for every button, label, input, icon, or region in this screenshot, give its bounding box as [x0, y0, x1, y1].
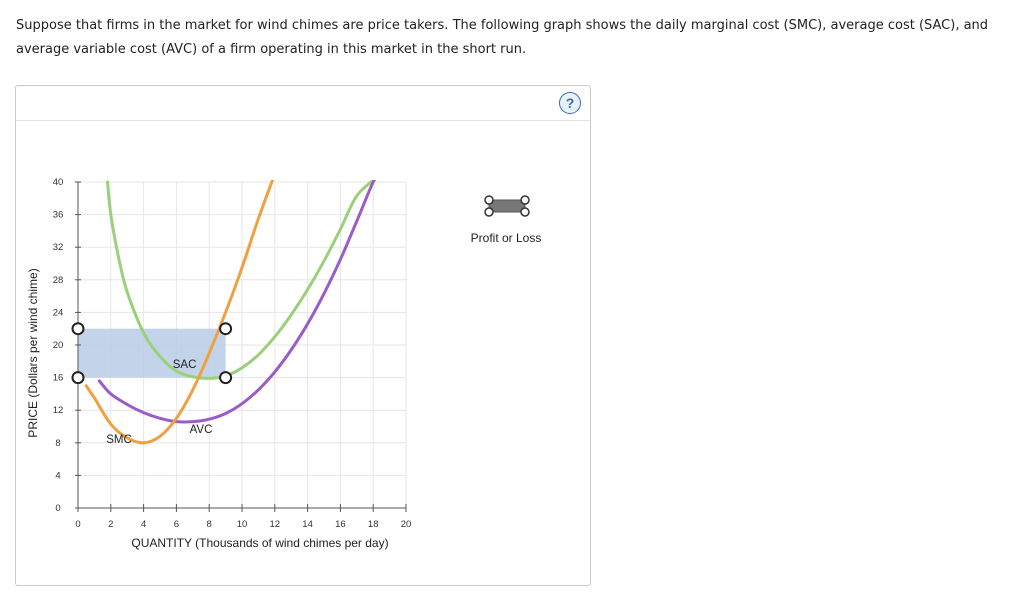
question-line-2: average variable cost (AVC) of a firm op…: [16, 42, 527, 57]
profit-loss-tool-icon[interactable]: [488, 199, 526, 213]
help-icon[interactable]: ?: [559, 92, 581, 114]
x-tick-label: 18: [368, 519, 379, 530]
y-tick-label: 32: [53, 242, 64, 253]
smc-label: SMC: [106, 434, 132, 446]
smc-curve: [84, 180, 275, 445]
graph-panel: ? 0 2 4 6 8 10 12 14 16 18 20 0 4 8 12 16 20 24 28 32 36 40 QU…: [15, 85, 591, 586]
y-tick-label: 12: [53, 405, 64, 416]
graph-panel-header: ?: [16, 86, 590, 121]
y-axis-title: PRICE (Dollars per wind chime): [26, 268, 40, 437]
x-tick-label: 14: [302, 519, 313, 530]
x-tick-label: 16: [335, 519, 346, 530]
x-tick-label: 2: [108, 519, 113, 530]
profit-or-loss-tool-label: Profit or Loss: [470, 231, 542, 245]
y-tick-label: 4: [55, 470, 60, 481]
y-tick-label: 8: [55, 438, 60, 449]
sac-label: SAC: [173, 359, 197, 371]
rectangle-handle[interactable]: [219, 322, 233, 336]
cost-curves-chart[interactable]: 0 2 4 6 8 10 12 14 16 18 200481216202428323640QUAN…: [16, 86, 592, 587]
x-tick-label: 0: [75, 519, 80, 530]
y-tick-label: 28: [53, 275, 64, 286]
y-tick-label: 0: [55, 503, 60, 514]
tool-handle-icon: [484, 207, 494, 217]
tool-handle-icon: [484, 195, 494, 205]
x-tick-label: 4: [141, 519, 146, 530]
x-tick-label: 12: [270, 519, 281, 530]
x-tick-label: 8: [207, 519, 212, 530]
x-tick-label: 20: [401, 519, 412, 530]
y-tick-label: 36: [53, 210, 64, 221]
y-tick-label: 40: [53, 177, 64, 188]
rectangle-handle[interactable]: [71, 371, 85, 385]
x-axis-title: QUANTITY (Thousands of wind chimes per d…: [131, 536, 388, 550]
x-tick-label: 6: [174, 519, 179, 530]
avc-label: AVC: [190, 424, 213, 436]
rectangle-handle[interactable]: [71, 322, 85, 336]
question-line-1: Suppose that firms in the market for win…: [16, 18, 989, 33]
y-tick-label: 24: [53, 307, 64, 318]
question-text: Suppose that firms in the market for win…: [16, 14, 1006, 62]
rectangle-handle[interactable]: [219, 371, 233, 385]
tool-handle-icon: [520, 207, 530, 217]
x-tick-label: 10: [237, 519, 248, 530]
y-tick-label: 16: [53, 373, 64, 384]
y-tick-label: 20: [53, 340, 64, 351]
avc-curve: [97, 180, 376, 424]
tool-handle-icon: [520, 195, 530, 205]
